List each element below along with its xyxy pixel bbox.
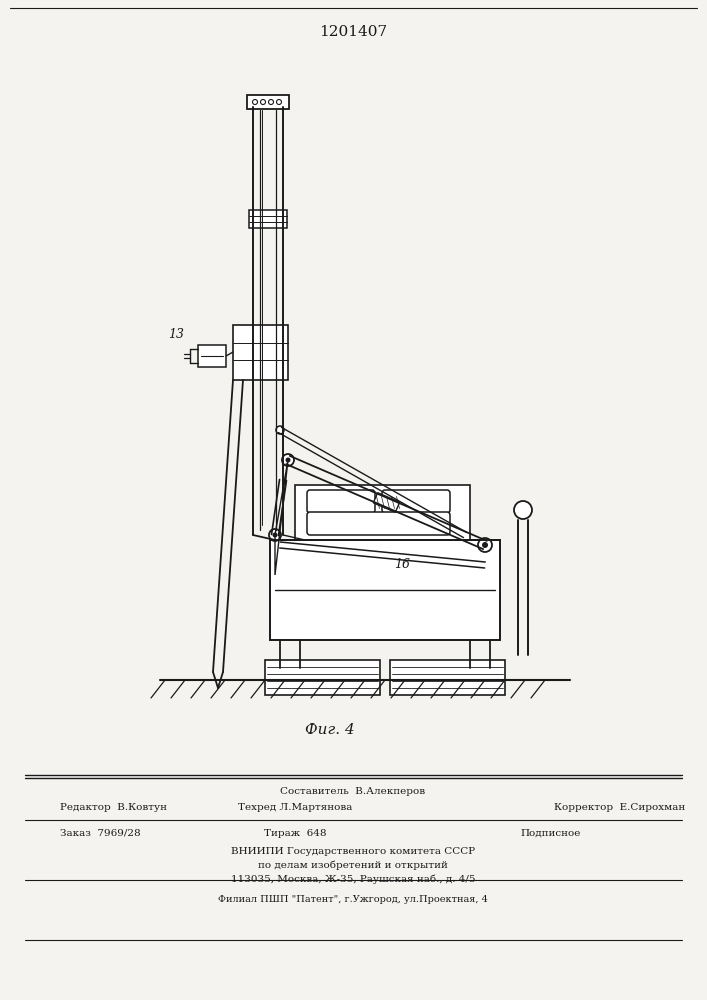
Circle shape (514, 501, 532, 519)
Circle shape (478, 538, 492, 552)
Text: Техред Л.Мартянова: Техред Л.Мартянова (238, 804, 352, 812)
Circle shape (269, 100, 274, 104)
Circle shape (282, 454, 294, 466)
Bar (390, 660, 505, 695)
Bar (247, 95, 289, 109)
Circle shape (272, 532, 278, 538)
Circle shape (482, 542, 488, 548)
Circle shape (269, 529, 281, 541)
Circle shape (260, 100, 266, 104)
Circle shape (276, 426, 284, 434)
Text: ВНИИПИ Государственного комитета СССР: ВНИИПИ Государственного комитета СССР (231, 846, 475, 856)
Bar (249, 210, 287, 228)
Text: 13: 13 (168, 328, 184, 342)
Text: Корректор  Е.Сирохман: Корректор Е.Сирохман (554, 804, 686, 812)
Text: по делам изобретений и открытий: по делам изобретений и открытий (258, 860, 448, 870)
Bar (270, 540, 500, 640)
Bar (373, 493, 399, 512)
Text: Тираж  648: Тираж 648 (264, 828, 326, 838)
Text: Филиал ПШП "Патент", г.Ужгород, ул.Проектная, 4: Филиал ПШП "Патент", г.Ужгород, ул.Проек… (218, 896, 488, 904)
Circle shape (286, 458, 291, 462)
FancyBboxPatch shape (382, 490, 450, 513)
Text: Составитель  В.Алекперов: Составитель В.Алекперов (281, 788, 426, 796)
Bar (233, 325, 288, 380)
Text: 16: 16 (395, 558, 411, 572)
Text: Редактор  В.Ковтун: Редактор В.Ковтун (60, 804, 167, 812)
Bar (295, 485, 470, 540)
Text: Заказ  7969/28: Заказ 7969/28 (60, 828, 141, 838)
Circle shape (252, 100, 257, 104)
FancyBboxPatch shape (307, 490, 375, 513)
Text: 113035, Москва, Ж-35, Раушская наб., д. 4/5: 113035, Москва, Ж-35, Раушская наб., д. … (230, 874, 475, 884)
Text: Фиг. 4: Фиг. 4 (305, 723, 355, 737)
Bar (198, 345, 226, 367)
FancyBboxPatch shape (307, 512, 450, 535)
Bar (265, 660, 380, 695)
Text: 1201407: 1201407 (319, 25, 387, 39)
Text: Подписное: Подписное (520, 828, 580, 838)
Circle shape (276, 100, 281, 104)
